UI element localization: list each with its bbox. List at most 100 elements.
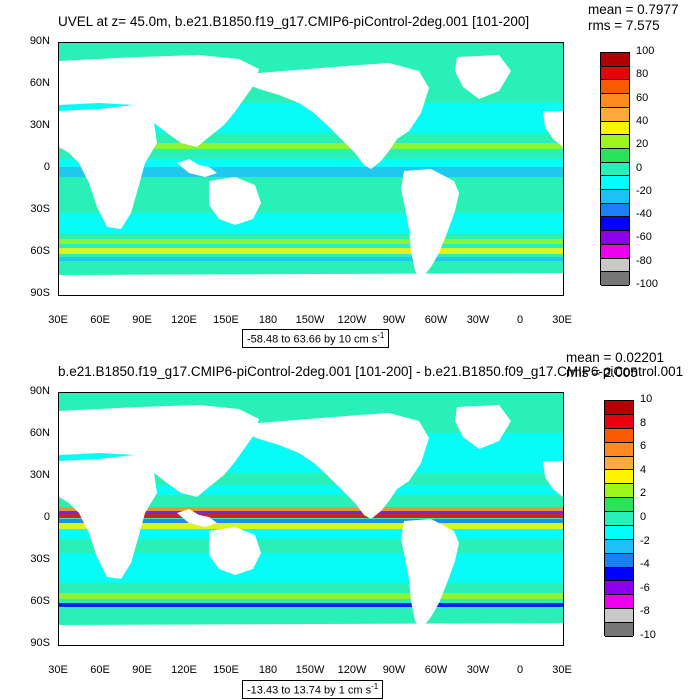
colorbar-segment xyxy=(601,162,629,177)
colorbar-label: -10 xyxy=(640,629,656,641)
x-tick-label: 150W xyxy=(295,314,325,326)
colorbar-segment xyxy=(605,401,633,415)
x-tick-label: 150E xyxy=(213,314,239,326)
colorbar-segment xyxy=(601,135,629,149)
top-map-panel: UVEL at z= 45.0m, b.e21.B1850.f19_g17.CM… xyxy=(29,2,679,348)
colorbar-segment xyxy=(605,553,633,568)
x-tick-label: 60E xyxy=(90,314,110,326)
colorbar-segment xyxy=(605,512,633,526)
land-mass-3 xyxy=(59,55,259,147)
x-tick-label: 120E xyxy=(171,314,197,326)
colorbar-label: 0 xyxy=(636,161,643,174)
colorbar-label: 4 xyxy=(640,463,647,476)
y-tick-label: 60S xyxy=(30,245,50,257)
colorbar-segment xyxy=(605,442,633,457)
y-tick-label: 30S xyxy=(30,553,50,565)
colorbar-label: 10 xyxy=(640,393,653,405)
colorbar-segment xyxy=(601,244,629,259)
colorbar-segment xyxy=(605,525,633,540)
colorbar-segment xyxy=(601,107,629,122)
velocity-band-8 xyxy=(59,553,563,583)
colorbar-segment xyxy=(605,609,633,623)
velocity-band-10 xyxy=(59,603,563,607)
velocity-band-4 xyxy=(59,213,563,233)
colorbar-label: -60 xyxy=(636,231,652,244)
y-tick-label: 30N xyxy=(29,469,50,481)
colorbar-label: 80 xyxy=(636,68,649,81)
colorbar-segment xyxy=(601,176,629,191)
x-tick-label: 180 xyxy=(258,664,278,676)
colorbar-label: -4 xyxy=(640,558,650,571)
y-tick-label: 90N xyxy=(29,35,50,47)
mean-stat: mean = 0.7977 xyxy=(588,2,679,17)
x-tick-label: 180 xyxy=(258,314,278,326)
y-tick-label: 90S xyxy=(30,637,50,649)
land-mass-7 xyxy=(543,461,563,497)
land-mass-4 xyxy=(177,509,217,527)
velocity-band-6 xyxy=(59,248,563,254)
velocity-band-7 xyxy=(59,257,563,261)
land-mass-5 xyxy=(209,527,261,575)
land-mass-2 xyxy=(59,105,157,229)
velocity-band-3 xyxy=(59,511,563,514)
land-mass-8 xyxy=(59,623,563,645)
x-tick-label: 30E xyxy=(48,314,68,326)
x-tick-label: 30E xyxy=(552,664,572,676)
colorbar-label: 100 xyxy=(636,45,655,57)
colorbar-segment xyxy=(601,53,629,67)
ocean-velocity-map xyxy=(59,43,563,295)
velocity-band-3 xyxy=(59,167,563,177)
land-mass-1 xyxy=(401,169,459,279)
colorbar-segment xyxy=(601,94,629,108)
x-tick-label: 90W xyxy=(382,314,406,326)
y-tick-label: 60S xyxy=(30,595,50,607)
y-tick-label: 30N xyxy=(29,119,50,131)
land-mass-6 xyxy=(455,55,511,99)
velocity-band-1 xyxy=(59,143,563,149)
x-tick-label: 90W xyxy=(382,664,406,676)
colorbar-segment xyxy=(605,623,633,637)
ocean-velocity-difference-map xyxy=(59,393,563,645)
colorbar-segment xyxy=(601,190,629,204)
x-tick-label: 30W xyxy=(466,314,490,326)
colorbar-label: 40 xyxy=(636,114,649,127)
colorbar-segment xyxy=(601,148,629,163)
land-mass-2 xyxy=(59,455,157,579)
colorbar-segment xyxy=(605,456,633,471)
x-tick-label: 90E xyxy=(132,664,152,676)
x-tick-label: 30W xyxy=(466,664,490,676)
velocity-band-1 xyxy=(59,485,563,495)
contour-range-label: -13.43 to 13.74 by 1 cm s-1 xyxy=(242,680,384,699)
rms-stat: rms = 2.005 xyxy=(566,365,638,380)
colorbar-segment xyxy=(601,231,629,245)
map-plot-area xyxy=(58,392,564,646)
land-mass-8 xyxy=(59,273,563,295)
velocity-band-7 xyxy=(59,529,563,539)
colorbar-label: 6 xyxy=(640,440,647,453)
colorbar-label: -80 xyxy=(636,254,652,267)
y-tick-label: 0 xyxy=(43,161,50,173)
colorbar-segment xyxy=(601,203,629,218)
land-mass-6 xyxy=(455,405,511,449)
colorbar-label: -6 xyxy=(640,581,650,594)
colorbar-label: 20 xyxy=(636,138,649,151)
colorbar-segment xyxy=(601,258,629,273)
colorbar xyxy=(604,400,634,637)
colorbar-segment xyxy=(605,414,633,429)
y-tick-label: 90N xyxy=(29,385,50,397)
x-tick-label: 150W xyxy=(295,664,325,676)
x-tick-label: 0 xyxy=(516,664,524,676)
land-mass-0 xyxy=(234,63,429,169)
y-tick-label: 60N xyxy=(29,77,50,89)
x-tick-label: 60W xyxy=(424,314,448,326)
velocity-band-4 xyxy=(59,514,563,518)
rms-stat: rms = 7.575 xyxy=(588,18,660,33)
colorbar-segment xyxy=(605,428,633,443)
colorbar-segment xyxy=(601,272,629,286)
velocity-band-2 xyxy=(59,159,563,167)
colorbar-label: 0 xyxy=(640,511,647,523)
y-tick-label: 90S xyxy=(30,287,50,299)
velocity-band-2 xyxy=(59,507,563,511)
colorbar-segment xyxy=(605,567,633,582)
land-mass-0 xyxy=(234,413,429,519)
